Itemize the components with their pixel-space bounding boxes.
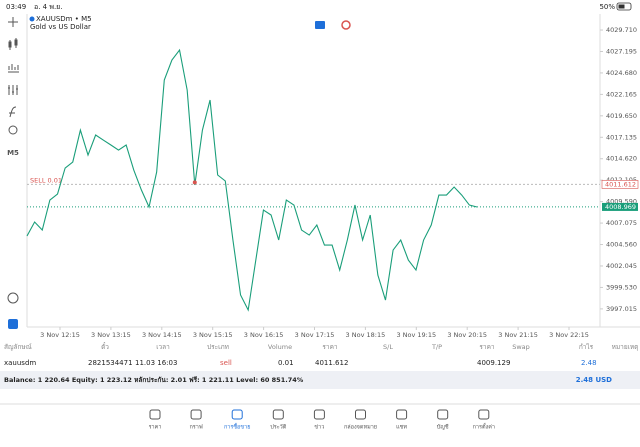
y-tick-label: 4007.075 <box>606 219 637 227</box>
y-tick-label: 4022.165 <box>606 90 637 98</box>
summary-bar <box>0 371 640 389</box>
x-tick-label: 3 Nov 13:15 <box>91 331 131 339</box>
column-header[interactable]: S/L <box>383 343 393 351</box>
x-tick-label: 3 Nov 16:15 <box>244 331 284 339</box>
cell-price: 4009.129 <box>477 359 510 367</box>
column-header[interactable]: หมายเหตุ <box>612 343 639 351</box>
column-header[interactable]: ประเภท <box>207 343 229 351</box>
column-header[interactable]: กำไร <box>579 343 594 351</box>
tab-label[interactable]: กล่องจดหมาย <box>344 425 377 431</box>
current-price: 4008.969 <box>605 203 636 211</box>
functions[interactable] <box>9 106 17 118</box>
x-tick-label: 3 Nov 21:15 <box>498 331 538 339</box>
column-header[interactable]: ราคา <box>322 343 337 351</box>
tab-label[interactable]: ประวัติ <box>270 424 286 431</box>
cell-open-price: 4011.612 <box>315 359 348 367</box>
column-header[interactable]: T/P <box>431 343 442 351</box>
cell-volume: 0.01 <box>278 359 294 367</box>
cell-profit: 2.48 <box>581 359 597 367</box>
tab-icon[interactable] <box>478 409 490 420</box>
column-header[interactable]: สัญลักษณ์ <box>4 343 32 351</box>
chart-type[interactable] <box>8 38 18 50</box>
y-tick-label: 3997.015 <box>606 305 637 313</box>
column-header[interactable]: Swap <box>512 343 530 351</box>
y-tick-label: 4017.135 <box>606 133 637 141</box>
tab-icon[interactable] <box>313 409 325 420</box>
tab-icon[interactable] <box>437 409 449 420</box>
tab-label[interactable]: กราฟ <box>189 424 202 431</box>
symbol-description: Gold vs US Dollar <box>30 23 91 31</box>
y-tick-label: 4014.620 <box>606 155 637 163</box>
cell-type: sell <box>220 359 232 367</box>
cell-time: 11.03 16:03 <box>135 359 177 367</box>
y-tick-label: 4019.650 <box>606 112 637 120</box>
cell-symbol: xauusdm <box>4 359 36 367</box>
objects[interactable] <box>8 125 18 135</box>
tab-label[interactable]: การตั้งค่า <box>473 423 495 431</box>
x-tick-label: 3 Nov 22:15 <box>549 331 589 339</box>
y-tick-label: 4009.590 <box>606 198 637 206</box>
y-tick-label: 4002.045 <box>606 262 637 270</box>
x-tick-label: 3 Nov 12:15 <box>40 331 80 339</box>
tab-icon[interactable] <box>272 409 284 420</box>
cell-ticket: 2821534471 <box>88 359 133 367</box>
toolbar[interactable] <box>7 17 19 304</box>
current-price-box <box>602 202 638 211</box>
status-time: 03:49 <box>6 3 26 11</box>
x-tick-label: 3 Nov 19:15 <box>396 331 436 339</box>
column-header[interactable]: เวลา <box>156 343 170 351</box>
tab-icon[interactable] <box>149 409 161 420</box>
zoom[interactable] <box>7 292 19 304</box>
y-tick-label: 4004.560 <box>606 241 637 249</box>
account-summary: Balance: 1 220.64 Equity: 1 223.12 หลักป… <box>4 376 304 384</box>
tab-label[interactable]: ราคา <box>149 425 162 431</box>
x-tick-label: 3 Nov 14:15 <box>142 331 182 339</box>
order-price-box <box>601 180 639 189</box>
tab-label[interactable]: แชท <box>396 424 407 431</box>
tab-icon[interactable] <box>231 409 243 420</box>
x-tick-label: 3 Nov 15:15 <box>193 331 233 339</box>
y-tick-label: 4024.680 <box>606 69 637 77</box>
tab-icon[interactable] <box>190 409 202 420</box>
period[interactable]: M5 <box>7 149 19 157</box>
tab-icon[interactable] <box>396 409 408 420</box>
tab-label[interactable]: ข่าว <box>314 425 324 431</box>
tab-icon[interactable] <box>355 409 366 420</box>
battery: 50% <box>599 3 615 11</box>
symbol-dot <box>29 16 35 22</box>
y-tick-label: 4027.195 <box>606 47 637 55</box>
column-header[interactable]: ราคา <box>479 343 494 351</box>
total-profit: 2.48 USD <box>576 376 612 384</box>
indicators[interactable] <box>8 64 19 73</box>
x-tick-label: 3 Nov 17:15 <box>295 331 335 339</box>
x-tick-label: 3 Nov 18:15 <box>346 331 386 339</box>
battery-icon <box>616 2 632 11</box>
crosshair-tool[interactable] <box>8 17 18 27</box>
column-header[interactable]: Volume <box>268 343 292 351</box>
trade-button[interactable] <box>8 319 18 329</box>
symbol: XAUUSDm • M5 <box>36 15 92 23</box>
battery-level <box>618 4 625 9</box>
entry-marker <box>192 180 197 185</box>
settings-tool[interactable] <box>8 85 18 95</box>
one-click-sell[interactable] <box>341 20 351 30</box>
tab-label[interactable]: บัญชี <box>437 424 449 431</box>
x-tick-label: 3 Nov 20:15 <box>447 331 487 339</box>
order-price: 4011.612 <box>605 180 636 188</box>
column-header[interactable]: ตั๋ว <box>101 342 109 351</box>
y-tick-label: 3999.530 <box>606 283 637 291</box>
price-line <box>26 48 478 312</box>
tab-label[interactable]: การซื้อขาย <box>224 423 250 431</box>
one-click-buy[interactable] <box>315 21 325 29</box>
y-tick-label: 4029.710 <box>606 26 637 34</box>
order-label: SELL 0.01 <box>30 176 62 184</box>
status-date: อ. 4 พ.ย. <box>34 3 63 11</box>
